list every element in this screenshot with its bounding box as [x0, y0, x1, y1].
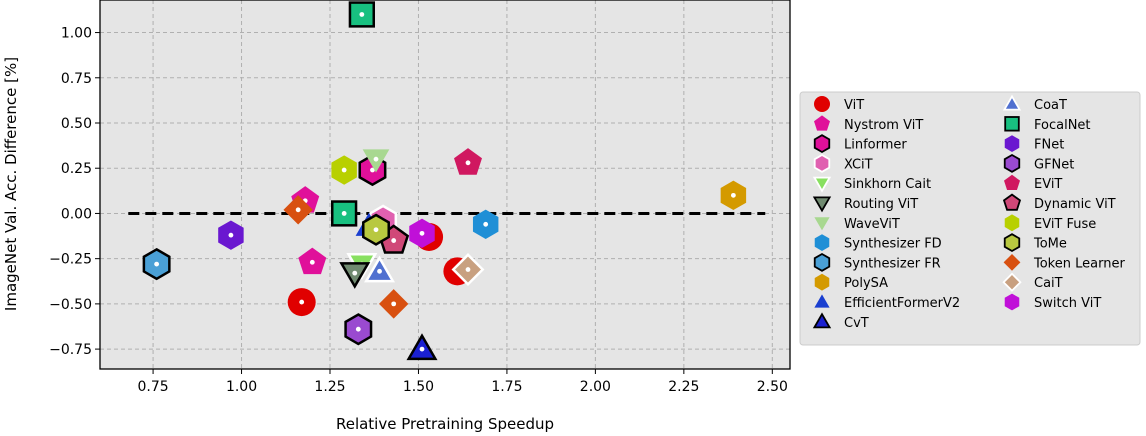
legend-marker-cait — [1002, 272, 1022, 292]
data-point-center — [341, 167, 347, 173]
legend-marker-dynamic-vit — [1002, 193, 1022, 211]
legend-marker-evit — [1004, 174, 1020, 190]
data-point-center — [419, 346, 425, 352]
legend-marker-nystrom-vit — [814, 115, 830, 131]
legend-label-dynamic-vit: Dynamic ViT — [1034, 197, 1116, 212]
data-point-center — [391, 301, 397, 307]
legend-marker-fnet — [1004, 135, 1020, 152]
data-point-center — [299, 299, 305, 305]
legend-label-sinkhorn-cait: Sinkhorn Cait — [844, 177, 931, 192]
data-point-center — [295, 207, 301, 213]
legend-marker-focalnet — [1004, 116, 1020, 132]
data-point-center — [352, 270, 358, 276]
legend-marker-polysa — [814, 273, 830, 291]
y-tick-label: 0.75 — [61, 71, 92, 87]
x-tick-label: 1.50 — [403, 379, 434, 395]
data-point-center — [309, 259, 315, 265]
legend-label-wavevit: WaveViT — [844, 217, 900, 232]
data-point-center — [730, 192, 736, 198]
y-tick-label: −0.25 — [49, 252, 92, 268]
legend-marker-gfnet — [1003, 153, 1021, 173]
legend-label-focalnet: FocalNet — [1034, 118, 1091, 133]
data-point-center — [373, 227, 379, 233]
data-point-center — [465, 160, 471, 166]
y-axis: 1.00 0.75 0.50 0.25 0.00 −0.25 −0.50 −0.75 — [49, 26, 100, 358]
legend-label-cait: CaiT — [1034, 276, 1063, 291]
legend-marker-vit — [814, 96, 830, 112]
legend-marker-evit-fuse — [1004, 214, 1020, 232]
legend-marker-tome — [1003, 233, 1021, 253]
data-point-center — [370, 167, 375, 173]
legend-label-fnet: FNet — [1034, 138, 1064, 153]
legend-label-tome: ToMe — [1033, 237, 1067, 252]
data-point-center — [355, 326, 361, 332]
data-point-center — [465, 267, 471, 272]
x-tick-label: 1.75 — [491, 379, 522, 395]
legend-marker-wavevit — [814, 217, 830, 231]
legend-label-coat: CoaT — [1034, 98, 1067, 113]
plot-frame — [99, 0, 791, 370]
x-axis-title: Relative Pretraining Speedup — [336, 415, 554, 433]
legend-marker-cvt — [812, 312, 832, 329]
y-tick-label: −0.75 — [49, 342, 92, 358]
data-point-center — [373, 156, 379, 162]
legend-marker-linformer — [813, 134, 831, 154]
data-point-center — [483, 221, 489, 227]
legend-label-polysa: PolySA — [844, 276, 888, 291]
legend-marker-routing-vit — [812, 196, 832, 213]
legend-label-cvt: CvT — [844, 316, 869, 331]
x-tick-label: 1.00 — [226, 379, 257, 395]
legend-marker-switch-vit — [1004, 293, 1020, 311]
y-axis-title: ImageNet Val. Acc. Difference [%] — [2, 57, 20, 311]
data-points — [142, 1, 747, 361]
y-tick-label: 0.50 — [61, 116, 92, 132]
data-point-center — [341, 211, 347, 216]
legend-marker-token-learner — [1003, 254, 1021, 271]
legend-label-routing-vit: Routing ViT — [844, 197, 918, 212]
data-point-center — [377, 268, 382, 274]
legend-label-switch-vit: Switch ViT — [1034, 296, 1101, 311]
legend-label-gfnet: GFNet — [1034, 157, 1074, 172]
x-tick-label: 1.25 — [314, 379, 345, 395]
data-point-center — [391, 238, 397, 243]
legend-label-linformer: Linformer — [844, 138, 907, 153]
y-tick-label: 1.00 — [61, 26, 92, 42]
grid — [100, 0, 790, 369]
x-axis: 0.75 1.00 1.25 1.50 1.75 2.00 2.25 2.50 — [137, 369, 788, 395]
legend-label-synthesizer-fr: Synthesizer FR — [844, 256, 941, 271]
legend-label-token-learner: Token Learner — [1033, 256, 1125, 271]
data-point-center — [228, 232, 234, 238]
data-point-center — [154, 261, 160, 267]
data-point-center — [359, 12, 365, 17]
legend: ViT Nystrom ViT Linformer XCiT Sinkhorn Cait… — [799, 91, 1141, 346]
plot-area — [100, 0, 790, 369]
legend-label-synthesizer-fd: Synthesizer FD — [844, 237, 942, 252]
x-tick-label: 0.75 — [137, 379, 168, 395]
y-tick-label: 0.25 — [61, 161, 92, 177]
x-tick-label: 2.50 — [757, 379, 788, 395]
y-tick-label: −0.50 — [49, 297, 92, 313]
legend-label-efficientformerv2: EfficientFormerV2 — [844, 296, 960, 311]
legend-label-xcit: XCiT — [844, 157, 873, 172]
legend-marker-sinkhorn-cait — [812, 176, 832, 193]
x-tick-label: 2.25 — [668, 379, 699, 395]
legend-label-vit: ViT — [844, 98, 864, 113]
legend-marker-synthesizer-fd — [814, 234, 830, 251]
legend-label-nystrom-vit: Nystrom ViT — [844, 118, 923, 133]
legend-label-evit-fuse: EViT Fuse — [1034, 217, 1096, 232]
legend-label-evit: EViT — [1034, 177, 1062, 192]
legend-marker-coat — [1002, 94, 1022, 111]
legend-marker-xcit — [813, 153, 831, 173]
legend-box — [799, 91, 1141, 346]
legend-marker-efficientformerv2 — [814, 294, 830, 308]
x-tick-label: 2.00 — [580, 379, 611, 395]
legend-marker-synthesizer-fr — [813, 252, 831, 272]
data-point-center — [419, 230, 425, 236]
y-tick-label: 0.00 — [61, 206, 92, 222]
